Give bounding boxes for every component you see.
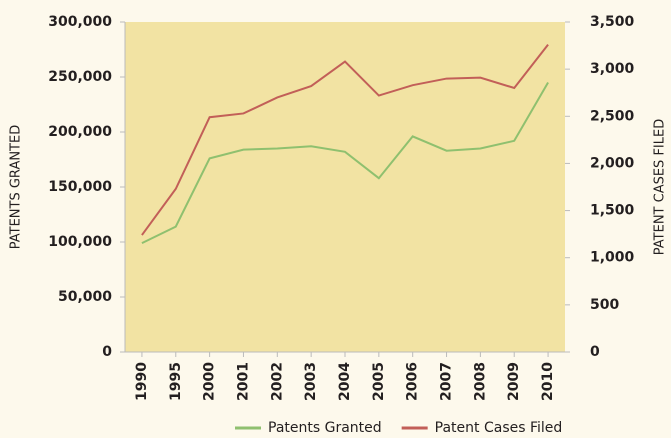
x-tick-label: 2007 — [439, 362, 455, 401]
x-tick-label: 2006 — [405, 362, 421, 401]
y2-tick-label: 2,500 — [590, 108, 635, 124]
series-line — [141, 44, 549, 236]
x-tick-label: 2000 — [202, 362, 218, 401]
plot-area — [125, 22, 565, 352]
y-tick-label: 150,000 — [48, 179, 112, 195]
y2-tick-label: 3,000 — [590, 61, 635, 77]
y-tick-label: 200,000 — [48, 124, 112, 140]
x-tick-label: 2009 — [506, 362, 522, 401]
x-tick-label: 2004 — [337, 362, 353, 401]
y2-tick-label: 1,500 — [590, 203, 635, 219]
x-tick-label: 2008 — [472, 362, 488, 401]
x-tick-label: 2003 — [303, 362, 319, 401]
x-tick-label: 2002 — [269, 362, 285, 401]
y-tick-label: 50,000 — [58, 289, 112, 305]
y-tick-label: 300,000 — [48, 14, 112, 30]
x-tick-label: 1995 — [168, 362, 184, 401]
x-tick-label: 1990 — [134, 362, 150, 401]
y2-axis-title: PATENT CASES FILED — [653, 119, 668, 255]
y-tick-label: 250,000 — [48, 69, 112, 85]
legend-label: Patents Granted — [268, 420, 382, 436]
y2-tick-label: 2,000 — [590, 155, 635, 171]
y2-tick-label: 0 — [590, 344, 600, 360]
x-tick-label: 2010 — [540, 362, 556, 401]
y-tick-label: 100,000 — [48, 234, 112, 250]
legend-label: Patent Cases Filed — [435, 420, 563, 436]
series-line — [141, 81, 549, 244]
y2-tick-label: 500 — [590, 297, 619, 313]
y2-tick-label: 3,500 — [590, 14, 635, 30]
x-tick-label: 2001 — [235, 362, 251, 401]
y2-tick-label: 1,000 — [590, 250, 635, 266]
y-axis-title: PATENTS GRANTED — [9, 125, 24, 249]
x-tick-label: 2005 — [371, 362, 387, 401]
y-tick-label: 0 — [102, 344, 112, 360]
